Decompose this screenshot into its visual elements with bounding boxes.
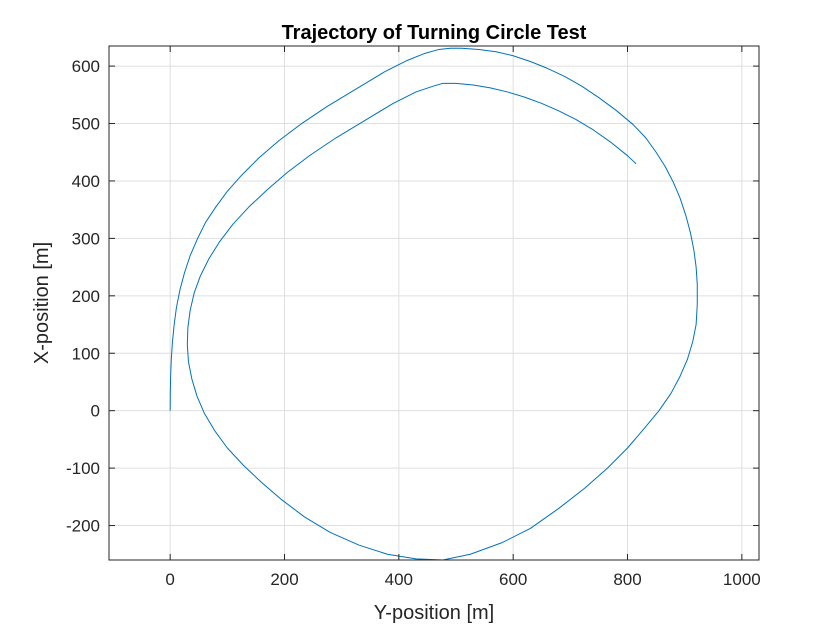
- chart-title: Trajectory of Turning Circle Test: [282, 22, 587, 44]
- x-tick-label: 400: [385, 570, 413, 589]
- grid: [109, 46, 759, 560]
- y-tick-label: -100: [66, 459, 100, 478]
- series-layer: [169, 47, 698, 561]
- y-axis-label: X-position [m]: [31, 242, 53, 364]
- axes-box: [108, 45, 760, 561]
- y-tick-label: 600: [72, 57, 100, 76]
- y-tick-label: -200: [66, 517, 100, 536]
- y-tick-label: 400: [72, 172, 100, 191]
- plot-area: [109, 46, 759, 560]
- x-tick-label: 1000: [723, 570, 761, 589]
- y-tick-label: 500: [72, 115, 100, 134]
- y-tick-label: 200: [72, 287, 100, 306]
- x-tick-label: 800: [613, 570, 641, 589]
- x-tick-label: 200: [270, 570, 298, 589]
- trajectory-line: [169, 47, 698, 561]
- y-tick-label: 300: [72, 229, 100, 248]
- y-tick-label: 0: [91, 402, 100, 421]
- x-tick-label: 600: [499, 570, 527, 589]
- ticks: 0 200 400 600 800 1000 -200 -100 0 100 200 300 400 50…: [66, 46, 761, 589]
- y-tick-label: 100: [72, 344, 100, 363]
- x-tick-label: 0: [165, 570, 174, 589]
- x-axis-label: Y-position [m]: [374, 602, 494, 624]
